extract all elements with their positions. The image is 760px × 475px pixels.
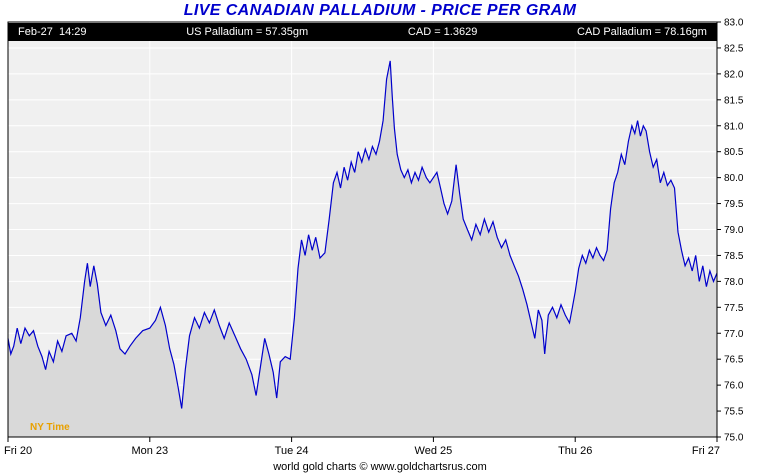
quote-timestamp: Feb-27 14:29: [18, 26, 87, 38]
page-title: LIVE CANADIAN PALLADIUM - PRICE PER GRAM: [183, 2, 577, 19]
price-chart: 75.0 75.5 76.0 76.5 77.0 77.5 78.0 78.5 79.0 79.5…: [4, 18, 744, 458]
y-tick-label: 79.0: [724, 225, 744, 236]
y-tick-label: 76.5: [724, 355, 744, 366]
y-tick-label: 83.0: [724, 18, 744, 29]
quote-cad-rate: CAD = 1.3629: [407, 26, 478, 38]
ny-time-label: NY Time: [30, 422, 70, 433]
quote-cad-palladium: CAD Palladium = 78.16gm: [577, 26, 707, 38]
y-tick-label: 77.5: [724, 303, 744, 314]
y-tick-label: 80.5: [724, 147, 744, 158]
y-tick-label: 81.0: [724, 121, 744, 132]
y-tick-label: 78.5: [724, 251, 744, 262]
quote-us-palladium: US Palladium = 57.35gm: [186, 26, 309, 38]
y-tick-label: 81.5: [724, 95, 744, 106]
x-tick-label: Tue 24: [275, 445, 309, 457]
y-tick-label: 82.5: [724, 43, 744, 54]
y-tick-label: 76.0: [724, 381, 744, 392]
quote-bar: Feb-27 14:29 US Palladium = 57.35gm CAD …: [8, 23, 717, 41]
x-tick-label: Thu 26: [558, 445, 592, 457]
y-tick-label: 79.5: [724, 199, 744, 210]
y-tick-label: 75.0: [724, 433, 744, 444]
x-tick-label: Fri 27: [692, 445, 720, 457]
y-tick-label: 75.5: [724, 407, 744, 418]
x-tick-label: Fri 20: [4, 445, 32, 457]
y-tick-label: 80.0: [724, 173, 744, 184]
price-line: [7, 60, 718, 409]
y-tick-label: 82.0: [724, 69, 744, 80]
price-area: [8, 60, 717, 438]
footer-credit: world gold charts © www.goldchartsrus.co…: [273, 461, 487, 473]
y-tick-label: 78.0: [724, 277, 744, 288]
x-tick-label: Mon 23: [131, 445, 168, 457]
y-tick-label: 77.0: [724, 329, 744, 340]
x-tick-label: Wed 25: [415, 445, 453, 457]
